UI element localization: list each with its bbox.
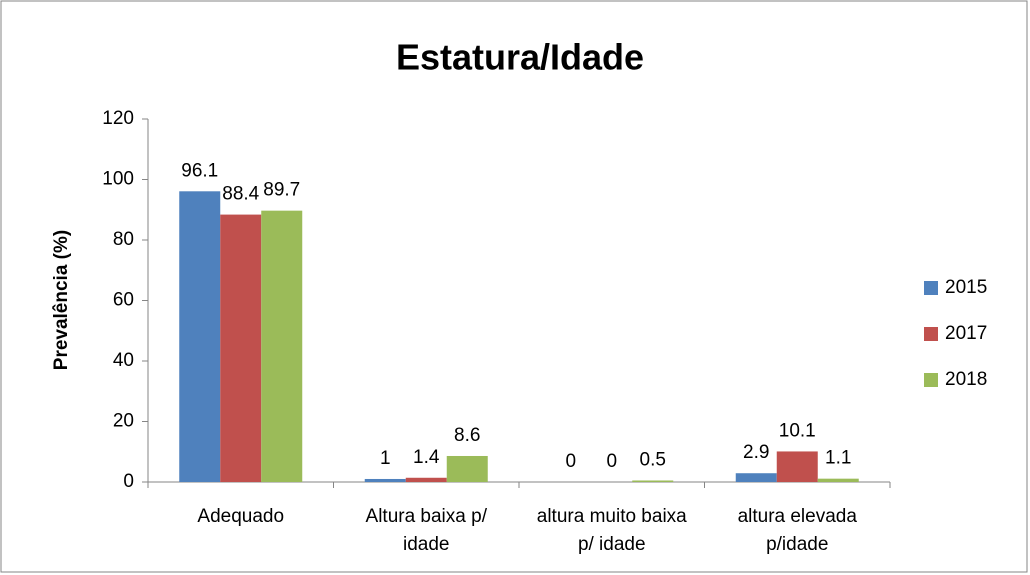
bar <box>364 478 406 482</box>
y-tick-label: 120 <box>102 108 134 129</box>
data-label: 96.1 <box>181 160 218 181</box>
y-tick-label: 0 <box>123 471 134 492</box>
bar <box>220 214 262 482</box>
bar <box>776 451 818 482</box>
data-label: 1 <box>380 448 391 469</box>
legend-swatch <box>924 373 938 387</box>
bar <box>817 478 859 482</box>
legend-label: 2015 <box>945 277 987 298</box>
bar <box>446 455 488 482</box>
legend-label: 2018 <box>945 369 987 390</box>
data-label: 2.9 <box>743 442 769 463</box>
data-label: 88.4 <box>222 184 259 205</box>
bar <box>179 191 221 483</box>
data-label: 0 <box>606 451 617 472</box>
legend-swatch <box>924 281 938 295</box>
x-tick-label: Altura baixa p/ idade <box>365 506 487 555</box>
y-tick-label: 100 <box>102 169 134 190</box>
bar <box>632 480 674 482</box>
data-label: 0 <box>565 451 576 472</box>
data-label: 0.5 <box>640 450 666 471</box>
x-tick-label: altura elevada p/idade <box>737 506 857 555</box>
y-tick-label: 20 <box>113 411 134 432</box>
y-tick-label: 40 <box>113 350 134 371</box>
bar <box>261 210 303 482</box>
data-label: 10.1 <box>779 420 816 441</box>
bar <box>735 473 777 482</box>
y-tick-label: 60 <box>113 290 134 311</box>
data-label: 1.4 <box>413 447 440 468</box>
y-tick-label: 80 <box>113 229 134 250</box>
y-axis-label: Prevalência (%) <box>51 230 72 370</box>
data-label: 89.7 <box>263 180 300 201</box>
data-label: 1.1 <box>825 448 851 469</box>
chart-title: Estatura/Idade <box>396 37 644 78</box>
bar <box>405 477 447 482</box>
x-tick-label: altura muito baixa p/ idade <box>536 506 687 555</box>
legend-label: 2017 <box>945 323 987 344</box>
legend-swatch <box>924 327 938 341</box>
x-tick-label: Adequado <box>197 506 285 527</box>
data-label: 8.6 <box>454 425 480 446</box>
